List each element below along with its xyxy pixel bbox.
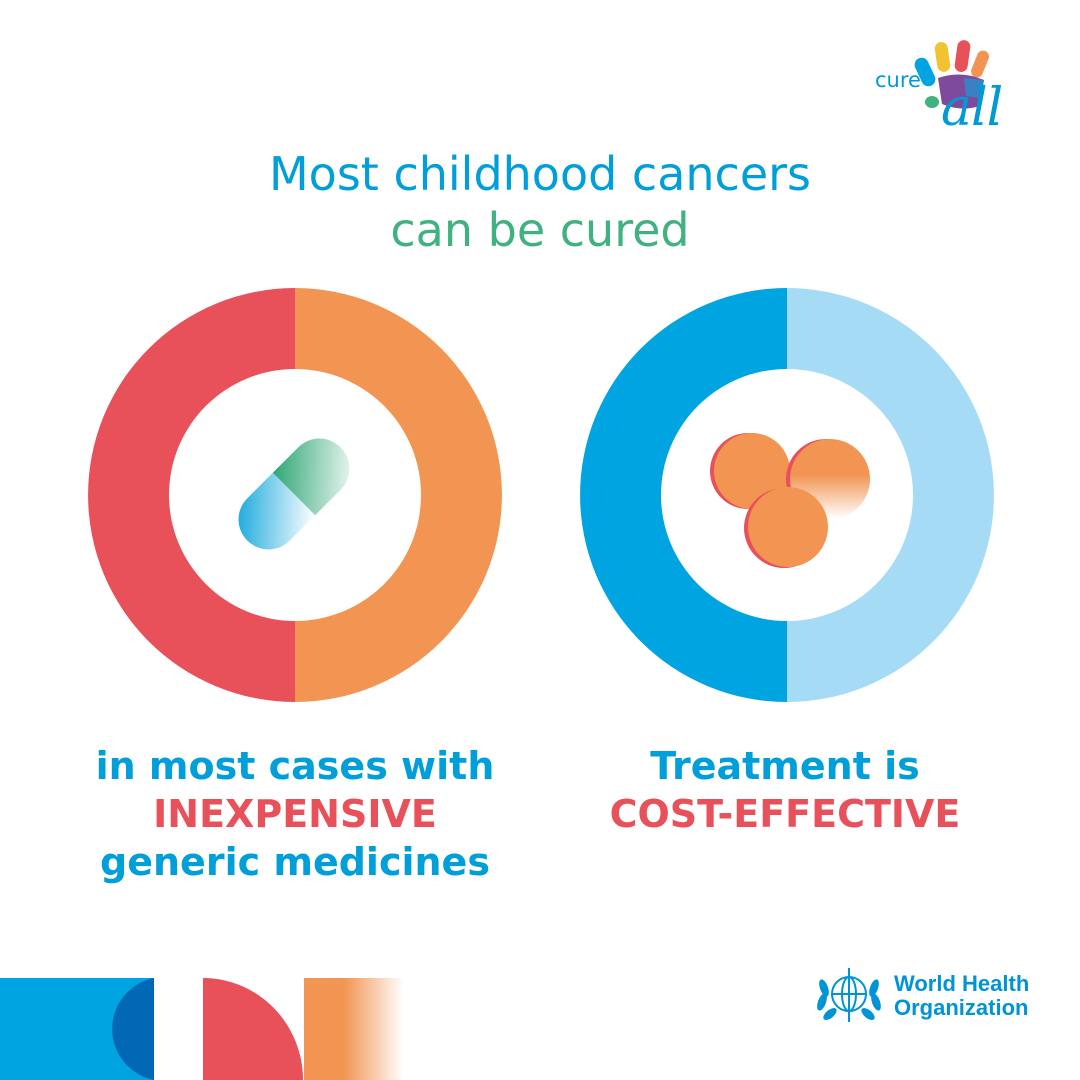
logo-all-text: all [941, 78, 1003, 138]
tablets-icon [710, 433, 870, 568]
who-line2: Organization [894, 995, 1029, 1020]
who-line1: World Health [894, 971, 1030, 996]
bottom-decoration [0, 978, 404, 1080]
capsule-icon [238, 438, 350, 550]
headline-line2: can be cured [390, 203, 690, 257]
who-wordmark: World Health Organization [894, 972, 1029, 1020]
cure-all-logo: cure all [866, 36, 1041, 138]
right-caption-line1: Treatment is [650, 744, 920, 788]
headline: Most childhood cancers can be cured [0, 146, 1080, 258]
who-emblem-icon [817, 968, 881, 1022]
hand-icon [914, 40, 989, 109]
left-caption: in most cases with INEXPENSIVE generic m… [60, 742, 530, 886]
left-caption-line1: in most cases with [95, 744, 495, 788]
right-caption: Treatment is COST-EFFECTIVE [555, 742, 1015, 838]
left-caption-line3: generic medicines [100, 840, 490, 884]
right-caption-line2: COST-EFFECTIVE [609, 792, 961, 836]
left-caption-line2: INEXPENSIVE [153, 792, 437, 836]
headline-line1: Most childhood cancers [268, 147, 812, 201]
left-donut-ring [88, 288, 502, 702]
logo-cure-text: cure [875, 68, 921, 92]
